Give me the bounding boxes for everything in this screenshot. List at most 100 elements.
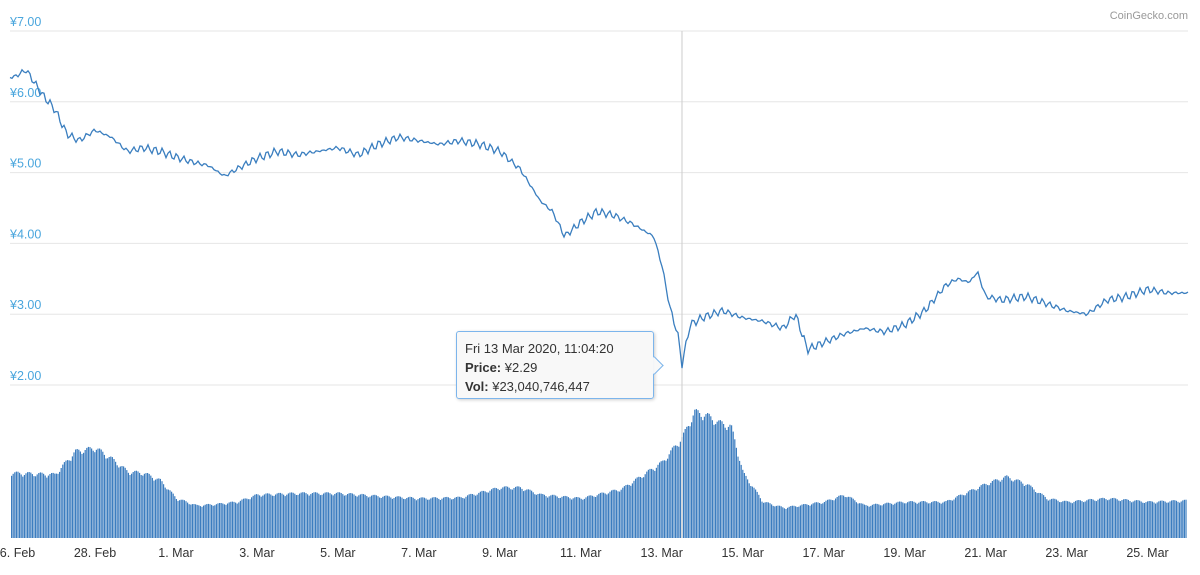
y-tick-label: ¥6.00 bbox=[9, 86, 41, 100]
volume-bar bbox=[1111, 498, 1113, 538]
volume-bar bbox=[308, 495, 310, 538]
volume-bar bbox=[763, 502, 765, 538]
volume-bar bbox=[107, 458, 109, 538]
credit-text[interactable]: CoinGecko.com bbox=[1110, 10, 1188, 22]
volume-bar bbox=[356, 496, 358, 538]
volume-bar bbox=[247, 499, 249, 538]
volume-bar bbox=[1028, 484, 1030, 538]
tooltip-price-row: Price: ¥2.29 bbox=[465, 358, 645, 377]
volume-bar bbox=[884, 503, 886, 538]
volume-bar bbox=[369, 496, 371, 538]
volume-bar bbox=[1145, 502, 1147, 538]
volume-bar bbox=[425, 498, 427, 538]
volume-bar bbox=[526, 489, 528, 538]
volume-bar bbox=[737, 456, 739, 538]
volume-bar bbox=[652, 469, 654, 538]
volume-bar bbox=[507, 486, 509, 538]
volume-bar bbox=[617, 491, 619, 538]
volume-bar bbox=[1009, 478, 1011, 538]
volume-bar bbox=[1127, 499, 1129, 538]
volume-bar bbox=[894, 503, 896, 538]
volume-bar bbox=[1041, 493, 1043, 538]
volume-bar bbox=[1177, 501, 1179, 538]
volume-bar bbox=[337, 492, 339, 538]
volume-bar bbox=[660, 461, 662, 538]
volume-bar bbox=[815, 502, 817, 538]
volume-bar bbox=[476, 494, 478, 538]
volume-bar bbox=[403, 498, 405, 538]
volume-bar bbox=[543, 494, 545, 538]
volume-bar bbox=[1183, 499, 1185, 538]
volume-bar bbox=[367, 497, 369, 538]
volume-bar bbox=[363, 494, 365, 538]
volume-bar bbox=[1043, 495, 1045, 538]
volume-bar bbox=[132, 472, 134, 538]
volume-bar bbox=[857, 503, 859, 538]
volume-bar bbox=[657, 464, 659, 538]
volume-bar bbox=[468, 494, 470, 538]
volume-bar bbox=[414, 498, 416, 538]
volume-bar bbox=[811, 504, 813, 538]
volume-bar bbox=[900, 501, 902, 538]
volume-bar bbox=[156, 478, 158, 538]
volume-bar bbox=[254, 494, 256, 538]
volume-bar bbox=[1060, 502, 1062, 538]
volume-bar bbox=[814, 502, 816, 538]
volume-bar bbox=[17, 471, 19, 538]
volume-bar bbox=[502, 487, 504, 538]
volume-bar bbox=[55, 473, 57, 538]
x-tick-label: 25. Mar bbox=[1126, 546, 1168, 560]
volume-bar bbox=[377, 496, 379, 538]
tooltip-volume-row: Vol: ¥23,040,746,447 bbox=[465, 377, 645, 396]
volume-bar bbox=[1100, 498, 1102, 538]
volume-bar bbox=[289, 492, 291, 538]
volume-bar bbox=[1063, 500, 1065, 538]
volume-bar bbox=[161, 481, 163, 538]
volume-bar bbox=[375, 495, 377, 538]
volume-bar bbox=[521, 488, 523, 538]
volume-bar bbox=[1129, 501, 1131, 538]
volume-bar bbox=[35, 476, 37, 538]
volume-bar bbox=[214, 505, 216, 538]
volume-bar bbox=[542, 494, 544, 538]
volume-bar bbox=[820, 503, 822, 538]
volume-bar bbox=[60, 468, 62, 538]
volume-bar bbox=[235, 502, 237, 538]
volume-bar bbox=[844, 497, 846, 538]
volume-bar bbox=[835, 498, 837, 538]
volume-bar bbox=[1017, 479, 1019, 538]
volume-bar bbox=[615, 490, 617, 538]
x-tick-label: 13. Mar bbox=[641, 546, 683, 560]
volume-bar bbox=[1140, 501, 1142, 538]
volume-bar bbox=[478, 492, 480, 538]
volume-bar bbox=[590, 495, 592, 538]
volume-bar bbox=[1174, 500, 1176, 538]
volume-bar bbox=[244, 498, 246, 538]
volume-bar bbox=[1079, 500, 1081, 538]
volume-bar bbox=[451, 499, 453, 538]
volume-bar bbox=[180, 499, 182, 538]
volume-bar bbox=[604, 493, 606, 538]
volume-bar bbox=[63, 462, 65, 538]
volume-bar bbox=[243, 498, 245, 538]
volume-bar bbox=[486, 492, 488, 538]
volume-bar bbox=[348, 493, 350, 538]
volume-bar bbox=[750, 486, 752, 538]
volume-bar bbox=[727, 426, 729, 538]
x-tick-label: 28. Feb bbox=[74, 546, 116, 560]
volume-bar bbox=[316, 492, 318, 538]
volume-bar bbox=[1135, 500, 1137, 538]
volume-bar bbox=[268, 493, 270, 538]
volume-bar bbox=[631, 483, 633, 538]
volume-bar bbox=[532, 492, 534, 538]
volume-bar bbox=[86, 447, 88, 538]
volume-bar bbox=[447, 497, 449, 538]
volume-bar bbox=[569, 498, 571, 538]
volume-bar bbox=[430, 498, 432, 538]
volume-bar bbox=[1108, 499, 1110, 538]
volume-bar bbox=[1094, 500, 1096, 538]
volume-bar bbox=[751, 486, 753, 538]
volume-bar bbox=[284, 496, 286, 538]
volume-bar bbox=[238, 502, 240, 538]
volume-bar bbox=[278, 492, 280, 538]
